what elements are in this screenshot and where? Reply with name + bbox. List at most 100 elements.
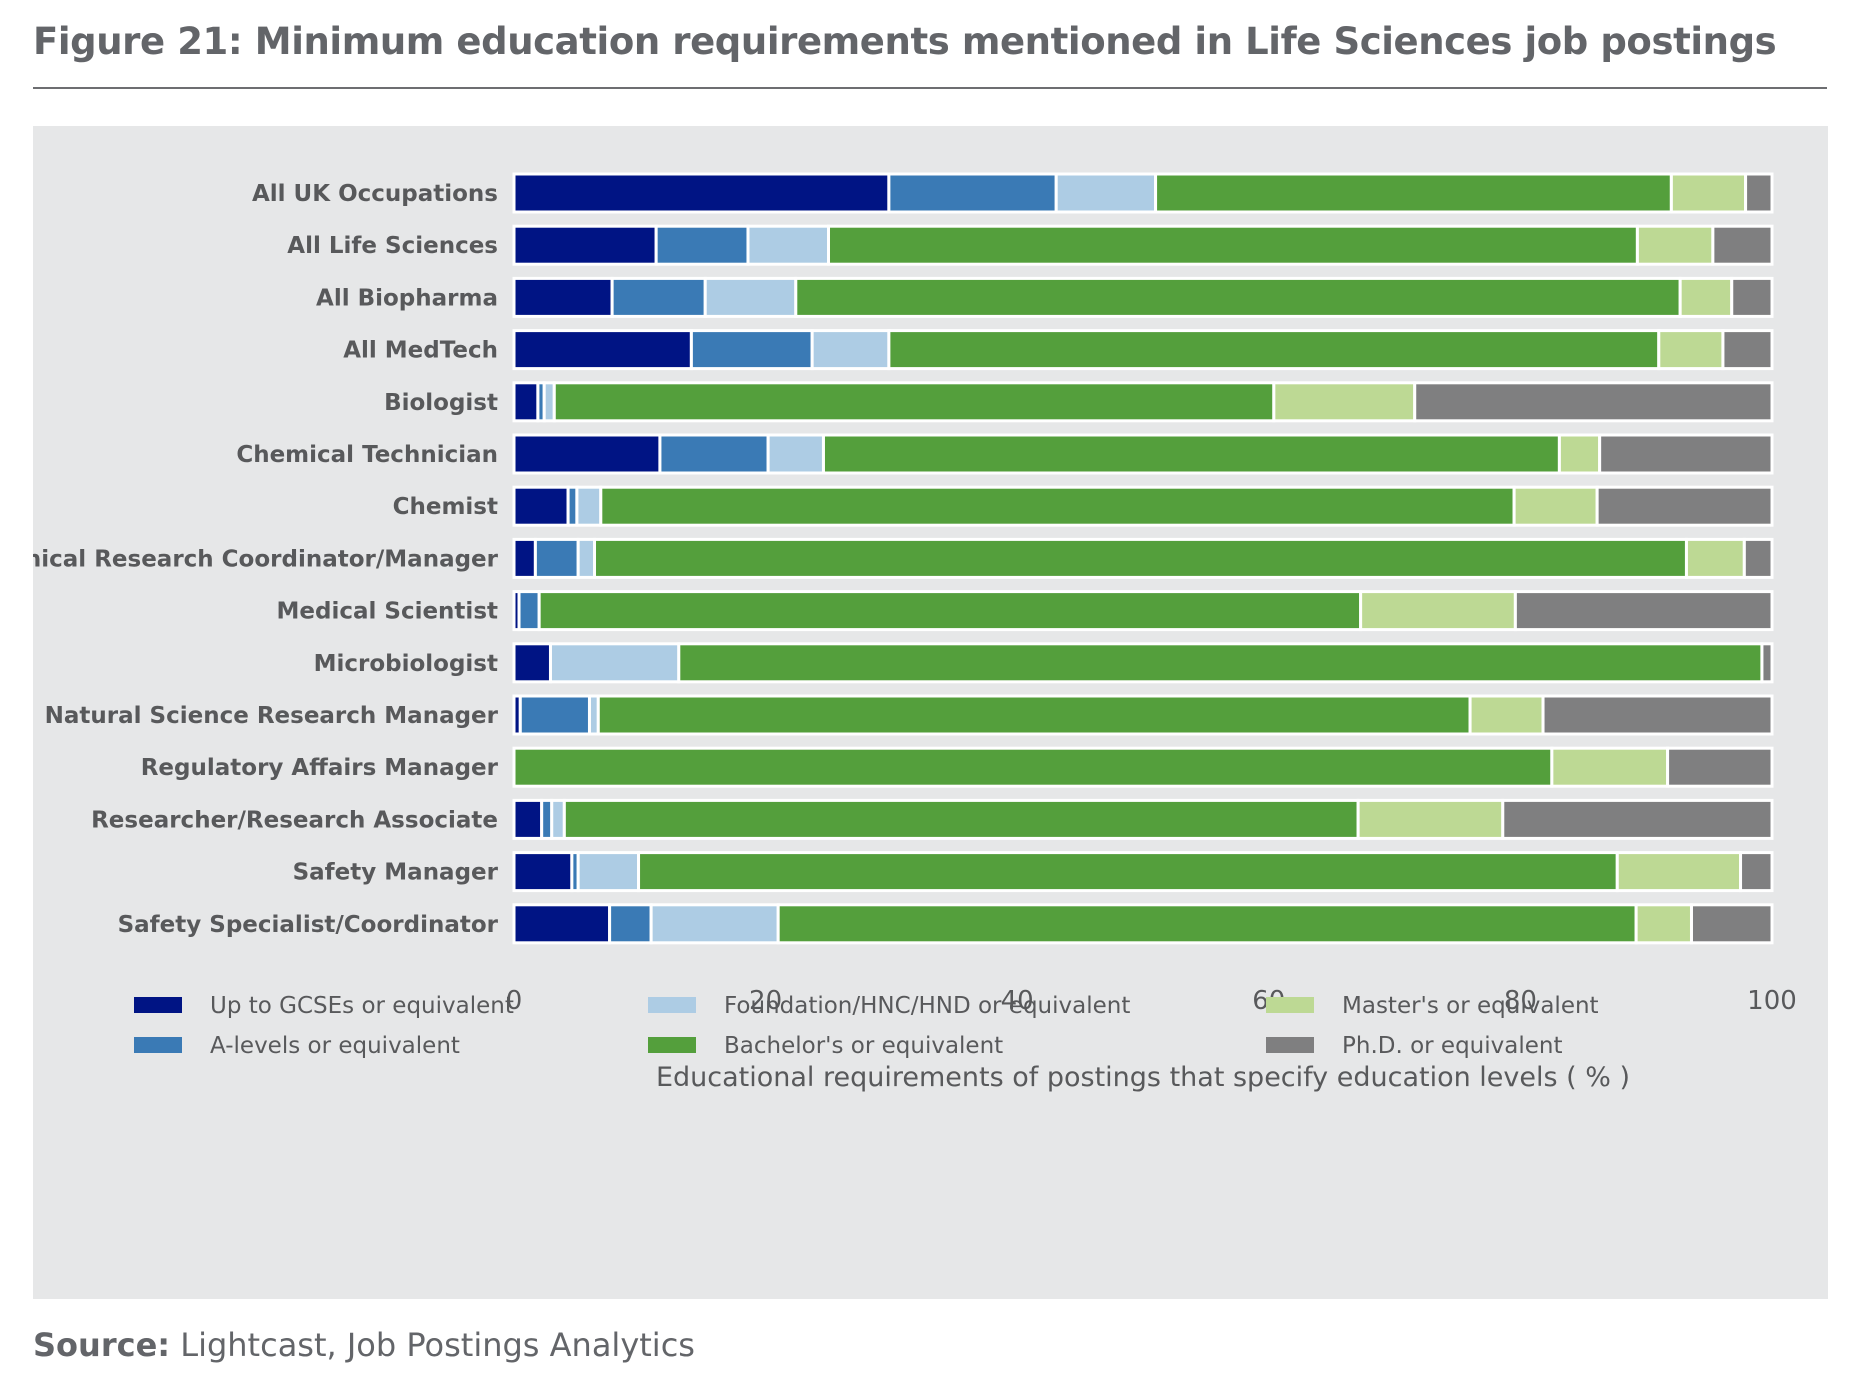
bar-medical-scientist-series-4 [1359, 590, 1517, 632]
bar-all-life-sciences-series-2 [746, 224, 830, 266]
bar-chemical-technician-series-3 [821, 433, 1561, 475]
bar-all-uk-occupations-series-0 [512, 172, 891, 214]
chart: All UK Occupations All Life Sciences All B… [33, 172, 1797, 1093]
bars-group [512, 172, 1774, 945]
legend-swatch-4 [1266, 997, 1314, 1013]
category-label-regulatory-affairs-manager: Regulatory Affairs Manager [141, 755, 499, 781]
bar-biologist-series-2 [542, 381, 556, 423]
bar-safety-specialist-coordinator-series-0 [512, 903, 612, 945]
x-axis-title: Educational requirements of postings tha… [656, 1062, 1630, 1093]
legend-swatch-3 [648, 1037, 696, 1053]
bar-regulatory-affairs-manager-series-3 [512, 746, 1554, 788]
bar-biologist-series-3 [552, 381, 1276, 423]
chart-panel: All UK Occupations All Life Sciences All B… [33, 126, 1828, 1299]
bar-safety-specialist-coordinator-series-3 [776, 903, 1638, 945]
figure-title-text: Minimum education requirements mentioned… [242, 20, 1777, 63]
bar-safety-specialist-coordinator-series-4 [1634, 903, 1693, 945]
bar-safety-specialist-coordinator-series-5 [1689, 903, 1774, 945]
bar-researcher-research-associate-series-3 [562, 798, 1360, 840]
bar-natural-science-research-manager-series-4 [1468, 694, 1545, 736]
bar-safety-manager-series-4 [1615, 851, 1743, 893]
bar-safety-manager-series-5 [1739, 851, 1774, 893]
bar-chemist-series-5 [1595, 485, 1774, 527]
x-tick-label-0: 0 [506, 986, 523, 1016]
category-label-safety-specialist-coordinator: Safety Specialist/Coordinator [118, 912, 499, 938]
bar-natural-science-research-manager-series-1 [518, 694, 591, 736]
bar-clinical-research-coordinator-manager-series-3 [593, 537, 1688, 579]
legend-label-0: Up to GCSEs or equivalent [210, 993, 514, 1019]
bar-chemical-technician-series-5 [1598, 433, 1774, 475]
bar-biologist-series-0 [512, 381, 540, 423]
bar-medical-scientist-series-1 [517, 590, 541, 632]
bar-regulatory-affairs-manager-series-4 [1550, 746, 1670, 788]
bar-all-biopharma-series-2 [703, 276, 798, 318]
bar-safety-specialist-coordinator-series-1 [608, 903, 653, 945]
bar-all-biopharma-series-5 [1730, 276, 1774, 318]
legend-swatch-1 [134, 1037, 182, 1053]
category-label-natural-science-research-manager: Natural Science Research Manager [45, 703, 499, 729]
bar-all-life-sciences-series-1 [654, 224, 750, 266]
bar-chemical-technician-series-2 [766, 433, 825, 475]
bar-biologist-series-4 [1272, 381, 1417, 423]
category-label-all-biopharma: All Biopharma [316, 285, 498, 311]
bar-chemist-series-0 [512, 485, 570, 527]
bar-all-biopharma-series-4 [1678, 276, 1734, 318]
category-label-medical-scientist: Medical Scientist [277, 599, 499, 625]
bar-researcher-research-associate-series-1 [540, 798, 554, 840]
bar-microbiologist-series-2 [548, 642, 681, 684]
bar-all-medtech-series-5 [1721, 329, 1774, 371]
bar-safety-manager-series-3 [637, 851, 1619, 893]
bar-microbiologist-series-0 [512, 642, 552, 684]
bar-all-medtech-series-3 [887, 329, 1661, 371]
legend-label-5: Ph.D. or equivalent [1342, 1033, 1563, 1059]
bar-all-uk-occupations-series-5 [1744, 172, 1774, 214]
bar-clinical-research-coordinator-manager-series-0 [512, 537, 537, 579]
bar-all-uk-occupations-series-1 [887, 172, 1058, 214]
bar-all-medtech-series-0 [512, 329, 693, 371]
bar-clinical-research-coordinator-manager-series-5 [1742, 537, 1774, 579]
bar-medical-scientist-series-5 [1513, 590, 1774, 632]
bar-chemical-technician-series-0 [512, 433, 662, 475]
bar-natural-science-research-manager-series-3 [596, 694, 1472, 736]
bar-chemist-series-2 [575, 485, 603, 527]
legend-label-2: Foundation/HNC/HND or equivalent [724, 993, 1130, 1019]
legend-swatch-2 [648, 997, 696, 1013]
category-label-chemist: Chemist [393, 494, 498, 520]
bar-all-biopharma-series-3 [794, 276, 1682, 318]
bar-all-biopharma-series-1 [610, 276, 707, 318]
bar-all-uk-occupations-series-2 [1054, 172, 1158, 214]
category-label-clinical-research-coordinator-manager: Clinical Research Coordinator/Manager [33, 546, 499, 572]
bar-safety-specialist-coordinator-series-2 [649, 903, 780, 945]
x-tick-label-20: 20 [749, 986, 782, 1016]
bar-biologist-series-5 [1413, 381, 1774, 423]
bar-all-medtech-series-2 [810, 329, 891, 371]
bar-all-uk-occupations-series-4 [1669, 172, 1748, 214]
bar-medical-scientist-series-3 [537, 590, 1363, 632]
bar-researcher-research-associate-series-2 [550, 798, 566, 840]
figure-title-prefix: Figure 21: [33, 20, 243, 63]
source-text: Lightcast, Job Postings Analytics [170, 1326, 695, 1364]
category-labels: All UK Occupations All Life Sciences All B… [33, 181, 499, 938]
figure-title: Figure 21: Minimum education requirement… [33, 20, 1833, 80]
category-label-chemical-technician: Chemical Technician [236, 442, 498, 468]
x-tick-label-100: 100 [1747, 986, 1797, 1016]
category-label-biologist: Biologist [384, 390, 498, 416]
x-tick-label-80: 80 [1504, 986, 1537, 1016]
bar-safety-manager-series-0 [512, 851, 574, 893]
bar-all-biopharma-series-0 [512, 276, 614, 318]
bar-clinical-research-coordinator-manager-series-2 [576, 537, 597, 579]
category-label-researcher-research-associate: Researcher/Research Associate [91, 807, 498, 833]
bar-chemist-series-3 [599, 485, 1516, 527]
legend-label-4: Master's or equivalent [1342, 993, 1599, 1019]
bar-chemical-technician-series-4 [1557, 433, 1602, 475]
bar-all-medtech-series-1 [689, 329, 814, 371]
x-axis-ticks: 020406080100 [506, 986, 1797, 1016]
source-note: Source: Lightcast, Job Postings Analytic… [33, 1326, 695, 1370]
bar-all-life-sciences-series-5 [1711, 224, 1774, 266]
bar-all-life-sciences-series-4 [1635, 224, 1715, 266]
bar-researcher-research-associate-series-0 [512, 798, 544, 840]
title-divider [33, 87, 1827, 89]
bar-regulatory-affairs-manager-series-5 [1666, 746, 1774, 788]
bar-clinical-research-coordinator-manager-series-4 [1684, 537, 1746, 579]
legend-swatch-0 [134, 997, 182, 1013]
